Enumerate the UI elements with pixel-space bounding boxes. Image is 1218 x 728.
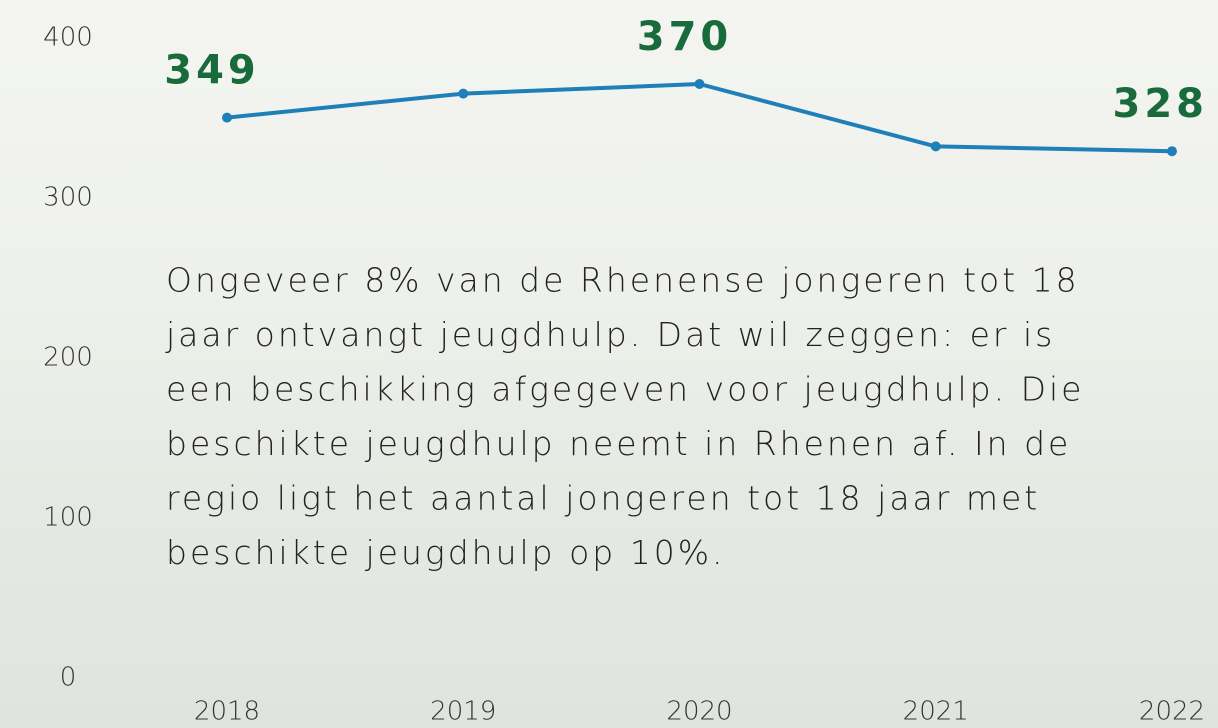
y-tick-label: 300 xyxy=(43,183,93,213)
x-tick-label: 2019 xyxy=(430,697,496,727)
x-tick-label: 2022 xyxy=(1139,697,1205,727)
y-tick-label: 100 xyxy=(43,503,93,533)
y-tick-label: 0 xyxy=(60,663,77,693)
data-point xyxy=(1167,146,1177,156)
page: {"chart_data": {"type": "line", "categor… xyxy=(0,0,1218,728)
data-point xyxy=(222,113,232,123)
chart: 0 100 200 300 400 2018 2019 2020 2021 2022 Ongevee… xyxy=(0,0,1218,728)
data-point xyxy=(931,141,941,151)
annotation-line: Ongeveer 8% van de Rhenense jongeren tot… xyxy=(166,261,1080,300)
data-point xyxy=(458,89,468,99)
x-tick-label: 2021 xyxy=(903,697,969,727)
annotation-line: een beschikking afgegeven voor jeugdhulp… xyxy=(166,370,1084,409)
data-point xyxy=(695,79,705,89)
series-line xyxy=(227,84,1172,151)
annotation-line: regio ligt het aantal jongeren tot 18 ja… xyxy=(166,479,1040,518)
value-label: 370 xyxy=(637,14,733,60)
annotation-line: jaar ontvangt jeugdhulp. Dat wil zeggen:… xyxy=(165,315,1055,354)
y-tick-label: 200 xyxy=(43,343,93,373)
annotation-line: beschikte jeugdhulp op 10%. xyxy=(166,533,726,572)
value-label: 328 xyxy=(1113,81,1209,127)
value-label: 349 xyxy=(164,48,260,94)
annotation-line: beschikte jeugdhulp neemt in Rhenen af. … xyxy=(166,424,1071,463)
y-tick-label: 400 xyxy=(43,23,93,53)
x-tick-label: 2020 xyxy=(666,697,732,727)
x-tick-label: 2018 xyxy=(194,697,260,727)
